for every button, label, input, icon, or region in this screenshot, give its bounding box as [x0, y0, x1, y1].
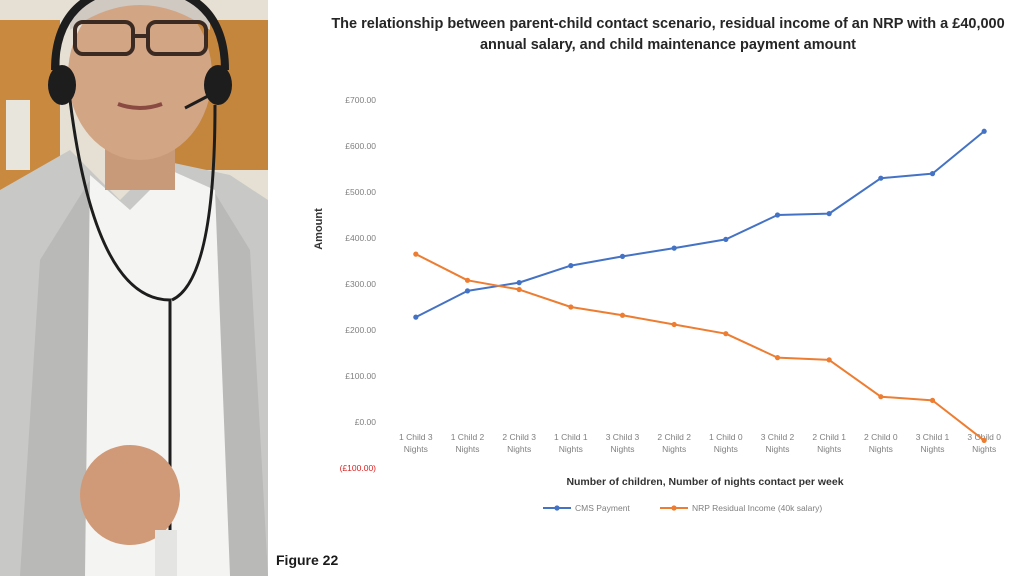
data-point-1: [516, 286, 522, 293]
x-axis-title: Number of children, Number of nights con…: [566, 476, 843, 488]
x-tick-label: 3 Child 0 Nights: [967, 432, 1001, 454]
data-point-0: [723, 236, 729, 242]
presentation-slide: The relationship between parent-child co…: [268, 0, 1024, 576]
data-point-0: [568, 263, 574, 269]
data-point-0: [516, 280, 522, 286]
series-line-0: [415, 130, 985, 319]
x-tick-label: 1 Child 0 Nights: [709, 432, 743, 454]
data-point-0: [464, 288, 471, 294]
line-chart: (£100.00) £0.00 £100.00 £200.00 £300.00 £400.…: [313, 95, 1001, 513]
data-point-0: [619, 253, 626, 259]
presenter-image: [0, 0, 268, 576]
data-point-1: [464, 277, 471, 283]
y-axis-title: Amount: [313, 208, 325, 250]
data-point-1: [774, 355, 781, 361]
data-point-0: [826, 211, 832, 217]
chart-title: The relationship between parent-child co…: [331, 16, 1005, 53]
series-line-1: [415, 253, 985, 442]
data-point-1: [929, 397, 936, 403]
data-point-1: [568, 304, 574, 310]
legend-swatch-marker: [554, 505, 560, 511]
y-tick-label: £0.00: [355, 417, 377, 427]
y-tick-label: £300.00: [345, 279, 376, 289]
y-tick-label: (£100.00): [340, 463, 377, 473]
y-tick-label: £100.00: [345, 371, 376, 381]
x-tick-label: 1 Child 3 Nights: [399, 432, 433, 454]
x-tick-label: 2 Child 3 Nights: [502, 432, 536, 454]
x-tick-label: 1 Child 1 Nights: [554, 432, 588, 454]
data-point-0: [413, 314, 419, 320]
data-point-1: [619, 312, 626, 318]
presenter-video-feed: [0, 0, 268, 576]
x-tick-label: 2 Child 0 Nights: [864, 432, 898, 454]
y-tick-label: £700.00: [345, 95, 376, 105]
data-point-0: [878, 175, 884, 181]
legend-label: CMS Payment: [575, 503, 630, 513]
legend-swatch-marker: [671, 505, 677, 511]
y-tick-label: £600.00: [345, 141, 376, 151]
y-tick-label: £400.00: [345, 233, 376, 243]
data-point-1: [671, 321, 677, 328]
data-point-0: [774, 212, 781, 218]
x-tick-label: 2 Child 1 Nights: [812, 432, 846, 454]
data-point-0: [981, 128, 987, 134]
data-point-1: [826, 357, 832, 363]
data-point-0: [671, 245, 677, 251]
legend-label: NRP Residual Income (40k salary): [692, 503, 822, 513]
data-point-1: [413, 251, 419, 257]
data-point-1: [878, 394, 884, 400]
x-tick-label: 3 Child 2 Nights: [761, 432, 795, 454]
y-tick-label: £500.00: [345, 187, 376, 197]
figure-label: Figure 22: [276, 552, 339, 568]
x-tick-label: 1 Child 2 Nights: [451, 432, 485, 454]
y-tick-label: £200.00: [345, 325, 376, 335]
data-point-1: [981, 437, 987, 443]
x-tick-label: 3 Child 3 Nights: [606, 432, 640, 454]
x-tick-label: 3 Child 1 Nights: [916, 432, 950, 454]
x-tick-label: 2 Child 2 Nights: [657, 432, 691, 454]
data-point-1: [723, 331, 729, 337]
data-point-0: [929, 171, 936, 177]
